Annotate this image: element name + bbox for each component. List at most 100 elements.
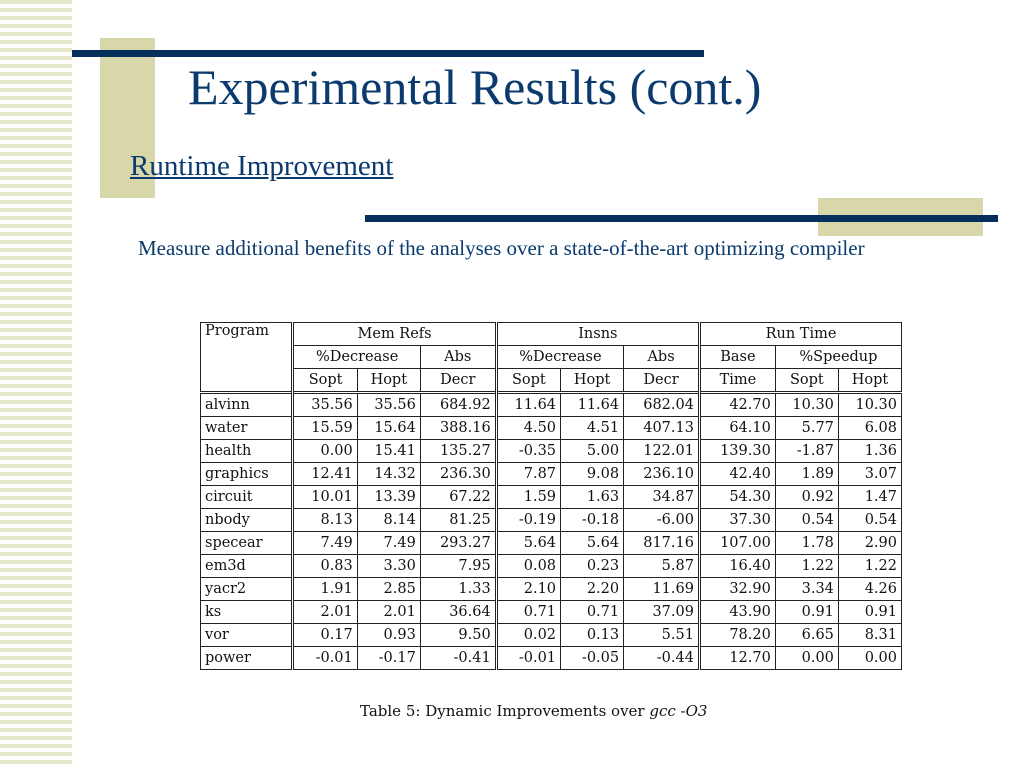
col-group-run-time: Run Time <box>697 322 903 346</box>
value-cell: 8.31 <box>837 623 903 647</box>
value-cell: 293.27 <box>419 531 497 555</box>
value-cell: 1.22 <box>837 554 903 578</box>
col-header-pct-decrease: %Decrease <box>494 345 625 369</box>
program-name-cell: power <box>199 646 294 670</box>
value-cell: 54.30 <box>697 485 776 509</box>
value-cell: 1.36 <box>837 439 903 463</box>
value-cell: 0.92 <box>774 485 839 509</box>
value-cell: 0.93 <box>356 623 421 647</box>
value-cell: 64.10 <box>697 416 776 440</box>
value-cell: -0.35 <box>494 439 562 463</box>
value-cell: 3.34 <box>774 577 839 601</box>
value-cell: -0.18 <box>560 508 625 532</box>
col-header-pct-speedup: %Speedup <box>774 345 903 369</box>
value-cell: 236.10 <box>623 462 700 486</box>
value-cell: -0.19 <box>494 508 562 532</box>
program-name-cell: alvinn <box>199 391 294 417</box>
table-row: circuit 10.01 13.39 67.22 1.59 1.63 34.87 54.30… <box>199 485 903 509</box>
value-cell: 0.83 <box>291 554 358 578</box>
value-cell: 7.87 <box>494 462 562 486</box>
value-cell: 0.00 <box>291 439 358 463</box>
col-header-abs: Abs <box>623 345 700 369</box>
table-row: power -0.01 -0.17 -0.41 -0.01 -0.05 -0.44 12.70… <box>199 646 903 670</box>
value-cell: 2.90 <box>837 531 903 555</box>
program-name-cell: nbody <box>199 508 294 532</box>
value-cell: -6.00 <box>623 508 700 532</box>
value-cell: 682.04 <box>623 391 700 417</box>
value-cell: 0.91 <box>837 600 903 624</box>
value-cell: 0.71 <box>494 600 562 624</box>
col-header-time: Time <box>697 368 776 393</box>
col-header-decr: Decr <box>419 368 497 393</box>
value-cell: 42.40 <box>697 462 776 486</box>
value-cell: 15.59 <box>291 416 358 440</box>
value-cell: 15.41 <box>356 439 421 463</box>
value-cell: 388.16 <box>419 416 497 440</box>
value-cell: 8.13 <box>291 508 358 532</box>
value-cell: 32.90 <box>697 577 776 601</box>
value-cell: 10.30 <box>837 391 903 417</box>
col-group-insns: Insns <box>494 322 700 346</box>
value-cell: 7.95 <box>419 554 497 578</box>
value-cell: 16.40 <box>697 554 776 578</box>
value-cell: 3.07 <box>837 462 903 486</box>
value-cell: 0.00 <box>837 646 903 670</box>
table-row: ks 2.01 2.01 36.64 0.71 0.71 37.09 43.90 0.91 0.9… <box>199 600 903 624</box>
value-cell: 11.64 <box>494 391 562 417</box>
value-cell: 7.49 <box>356 531 421 555</box>
value-cell: 1.47 <box>837 485 903 509</box>
value-cell: 13.39 <box>356 485 421 509</box>
value-cell: 5.51 <box>623 623 700 647</box>
value-cell: 2.01 <box>291 600 358 624</box>
value-cell: 43.90 <box>697 600 776 624</box>
value-cell: 2.20 <box>560 577 625 601</box>
value-cell: 81.25 <box>419 508 497 532</box>
accent-block-left <box>100 38 155 198</box>
value-cell: 0.02 <box>494 623 562 647</box>
value-cell: 36.64 <box>419 600 497 624</box>
table-caption: Table 5: Dynamic Improvements over gcc -… <box>360 702 707 720</box>
value-cell: 1.33 <box>419 577 497 601</box>
value-cell: 67.22 <box>419 485 497 509</box>
body-text: Measure additional benefits of the analy… <box>138 236 865 260</box>
value-cell: 0.54 <box>837 508 903 532</box>
value-cell: 1.91 <box>291 577 358 601</box>
col-header-hopt: Hopt <box>560 368 625 393</box>
program-name-cell: circuit <box>199 485 294 509</box>
value-cell: 107.00 <box>697 531 776 555</box>
value-cell: 1.63 <box>560 485 625 509</box>
table-body: alvinn 35.56 35.56 684.92 11.64 11.64 682.04 42… <box>199 391 903 670</box>
table-row: vor 0.17 0.93 9.50 0.02 0.13 5.51 78.20 6.65 8.31 <box>199 623 903 647</box>
col-header-sopt: Sopt <box>494 368 562 393</box>
col-header-sopt: Sopt <box>774 368 839 393</box>
value-cell: 11.64 <box>560 391 625 417</box>
caption-compiler: gcc -O3 <box>649 702 708 720</box>
value-cell: 10.01 <box>291 485 358 509</box>
program-name-cell: specear <box>199 531 294 555</box>
value-cell: 2.85 <box>356 577 421 601</box>
value-cell: -0.17 <box>356 646 421 670</box>
value-cell: 5.87 <box>623 554 700 578</box>
value-cell: 11.69 <box>623 577 700 601</box>
value-cell: 817.16 <box>623 531 700 555</box>
value-cell: 139.30 <box>697 439 776 463</box>
value-cell: -0.44 <box>623 646 700 670</box>
program-name-cell: water <box>199 416 294 440</box>
value-cell: 3.30 <box>356 554 421 578</box>
col-header-hopt: Hopt <box>837 368 903 393</box>
slide-subtitle: Runtime Improvement <box>130 150 394 182</box>
value-cell: 1.59 <box>494 485 562 509</box>
left-stripe-decoration <box>0 0 72 768</box>
value-cell: 5.77 <box>774 416 839 440</box>
program-name-cell: em3d <box>199 554 294 578</box>
program-name-cell: graphics <box>199 462 294 486</box>
value-cell: 5.64 <box>494 531 562 555</box>
program-name-cell: ks <box>199 600 294 624</box>
results-table-container: Program Mem Refs Insns Run Time %Decreas… <box>199 322 903 670</box>
col-header-pct-decrease: %Decrease <box>291 345 421 369</box>
program-name-cell: vor <box>199 623 294 647</box>
value-cell: 4.51 <box>560 416 625 440</box>
slide-title: Experimental Results (cont.) <box>188 59 762 115</box>
col-header-abs: Abs <box>419 345 497 369</box>
value-cell: 5.64 <box>560 531 625 555</box>
